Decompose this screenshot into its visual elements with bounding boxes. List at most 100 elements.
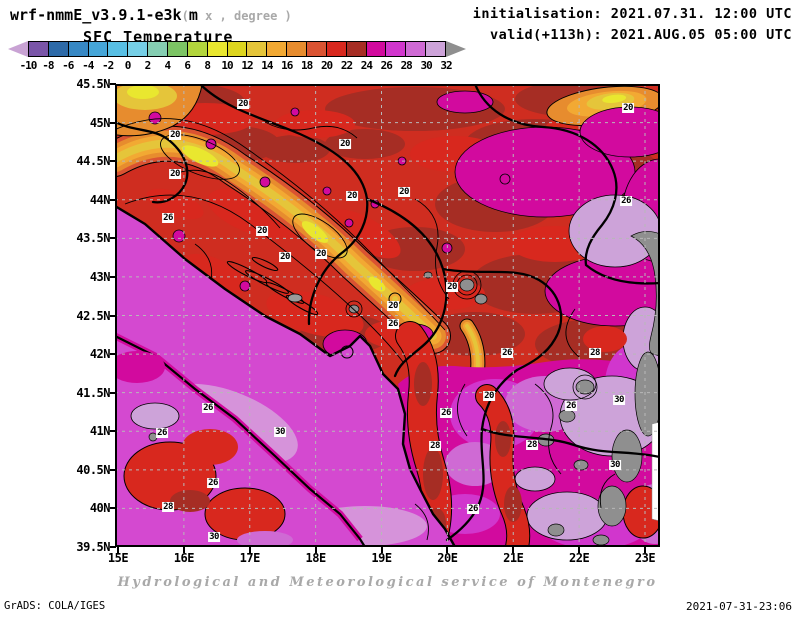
- colorbar-tick-label: 6: [184, 59, 191, 72]
- plot-title: wrf-nmmE_v3.9.1-e3k(m x , degree ): [10, 6, 292, 24]
- lat-axis-label: 43N: [89, 269, 111, 284]
- initialisation-line: initialisation: 2021.07.31. 12:00 UTC: [472, 6, 792, 22]
- lat-axis-tick: [110, 83, 116, 85]
- colorbar-tick-label: -4: [82, 59, 94, 72]
- contour-label: 26: [207, 478, 219, 488]
- contour-label: 20: [169, 130, 181, 140]
- colorbar-body: [28, 41, 446, 57]
- contour-label: 26: [565, 401, 577, 411]
- credit-text: Hydrological and Meteorological service …: [117, 575, 658, 590]
- colorbar-tick-label: 10: [221, 59, 233, 72]
- contour-label: 20: [446, 282, 458, 292]
- contour-label: 30: [208, 532, 220, 542]
- map-panel: 20 20 20 20 20 26 20 20 20 20 20 26 20 20 26 26 26 30 26 28…: [115, 84, 660, 547]
- lat-axis-label: 44.5N: [76, 154, 110, 169]
- lat-axis-tick: [110, 507, 116, 510]
- colorbar-segment: [108, 42, 129, 56]
- lat-axis-tick: [110, 121, 116, 124]
- contour-label: 20: [346, 191, 358, 201]
- contour-label: 20: [483, 391, 495, 401]
- colorbar-tick-label: 8: [204, 59, 211, 72]
- colorbar-tick-label: -2: [101, 59, 114, 72]
- colorbar-tick-label: 12: [241, 59, 253, 72]
- lon-axis-tick: [117, 547, 119, 553]
- lon-axis-label: 17E: [239, 551, 261, 565]
- lat-axis-label: 42N: [89, 347, 111, 362]
- contour-label: 28: [162, 502, 174, 512]
- contour-label: 20: [622, 103, 634, 113]
- lat-axis-label: 45N: [89, 115, 111, 130]
- contour-label: 26: [156, 428, 168, 438]
- temperature-colorbar: -10 -8 -6 -4 -2 0 2 4 6 8 10 12 14 16 18 20 22 24 26 28 30 32: [8, 41, 478, 75]
- colorbar-tick-label: 32: [440, 59, 452, 72]
- lat-axis-label: 39.5N: [76, 540, 110, 554]
- lat-axis-label: 42.5N: [76, 308, 110, 323]
- contour-label: 26: [501, 348, 513, 358]
- contour-label: 28: [429, 441, 441, 451]
- colorbar-tick-label: 22: [340, 59, 353, 72]
- lon-axis-tick: [248, 547, 251, 553]
- lat-axis-label: 41N: [89, 424, 111, 439]
- contour-label: 20: [237, 99, 249, 109]
- colorbar-segment: [307, 42, 327, 56]
- contour-label: 28: [589, 348, 601, 358]
- colorbar-tick-label: -10: [19, 59, 38, 72]
- colorbar-segment: [287, 42, 308, 56]
- colorbar-segment: [247, 42, 268, 56]
- colorbar-segment: [148, 42, 169, 56]
- colorbar-segment: [187, 42, 208, 56]
- valid-line: valid(+113h): 2021.AUG.05 05:00 UTC: [490, 27, 792, 43]
- colorbar-tick-label: 28: [400, 59, 413, 72]
- colorbar-right-arrow: [446, 41, 466, 57]
- contour-label: 30: [613, 395, 625, 405]
- lat-axis-tick: [110, 430, 116, 433]
- contour-label: 26: [202, 403, 214, 413]
- colorbar-segment: [29, 42, 49, 56]
- lon-axis-tick: [578, 547, 581, 553]
- colorbar-segment: [48, 42, 69, 56]
- contour-label: 20: [398, 187, 410, 197]
- contour-label: 28: [526, 440, 538, 450]
- lon-axis-label: 21E: [503, 551, 524, 565]
- contour-label: 26: [620, 196, 632, 206]
- model-name: wrf-nmmE_v3.9.1-e3k: [10, 6, 182, 24]
- grads-credit: GrADS: COLA/IGES: [4, 600, 106, 612]
- units-text: x , degree ): [197, 9, 292, 23]
- lat-axis-tick: [110, 314, 116, 317]
- lat-axis-tick: [110, 468, 116, 471]
- lon-axis-tick: [644, 547, 646, 553]
- contour-label: 26: [467, 504, 479, 514]
- colorbar-tick-label: 14: [261, 59, 273, 72]
- colorbar-segment: [267, 42, 288, 56]
- lat-axis-tick: [110, 546, 116, 548]
- colorbar-tick-label: 2: [144, 59, 152, 72]
- colorbar-left-arrow: [8, 41, 28, 57]
- lon-axis-label: 22E: [569, 551, 590, 565]
- lat-axis-tick: [110, 353, 116, 356]
- contour-label: 20: [256, 226, 268, 236]
- lat-axis-label: 44N: [89, 192, 111, 207]
- lon-axis-tick: [512, 547, 515, 553]
- contour-label: 20: [387, 301, 399, 311]
- colorbar-tick-label: 4: [164, 59, 172, 72]
- colorbar-tick-label: 0: [124, 59, 132, 72]
- lat-axis-tick: [110, 237, 116, 240]
- lat-axis-label: 40N: [89, 501, 111, 516]
- colorbar-tick-label: 20: [320, 59, 333, 72]
- colorbar-tick-label: 16: [281, 59, 293, 72]
- colorbar-tick-label: -8: [42, 59, 54, 72]
- colorbar-segment: [168, 42, 188, 56]
- colorbar-segment: [366, 42, 387, 56]
- lat-axis-label: 40.5N: [76, 462, 110, 477]
- lon-axis-tick: [446, 547, 449, 553]
- colorbar-tick-label: 30: [420, 59, 432, 72]
- contour-label: 20: [339, 139, 351, 149]
- lat-axis-tick: [110, 275, 116, 278]
- lon-axis-label: 23E: [634, 551, 656, 565]
- colorbar-tick-label: 26: [380, 59, 393, 72]
- creation-timestamp: 2021-07-31-23:06: [686, 600, 792, 613]
- contour-label: 26: [440, 408, 452, 418]
- lat-axis-label: 45.5N: [76, 77, 110, 91]
- lon-axis-tick: [182, 547, 185, 553]
